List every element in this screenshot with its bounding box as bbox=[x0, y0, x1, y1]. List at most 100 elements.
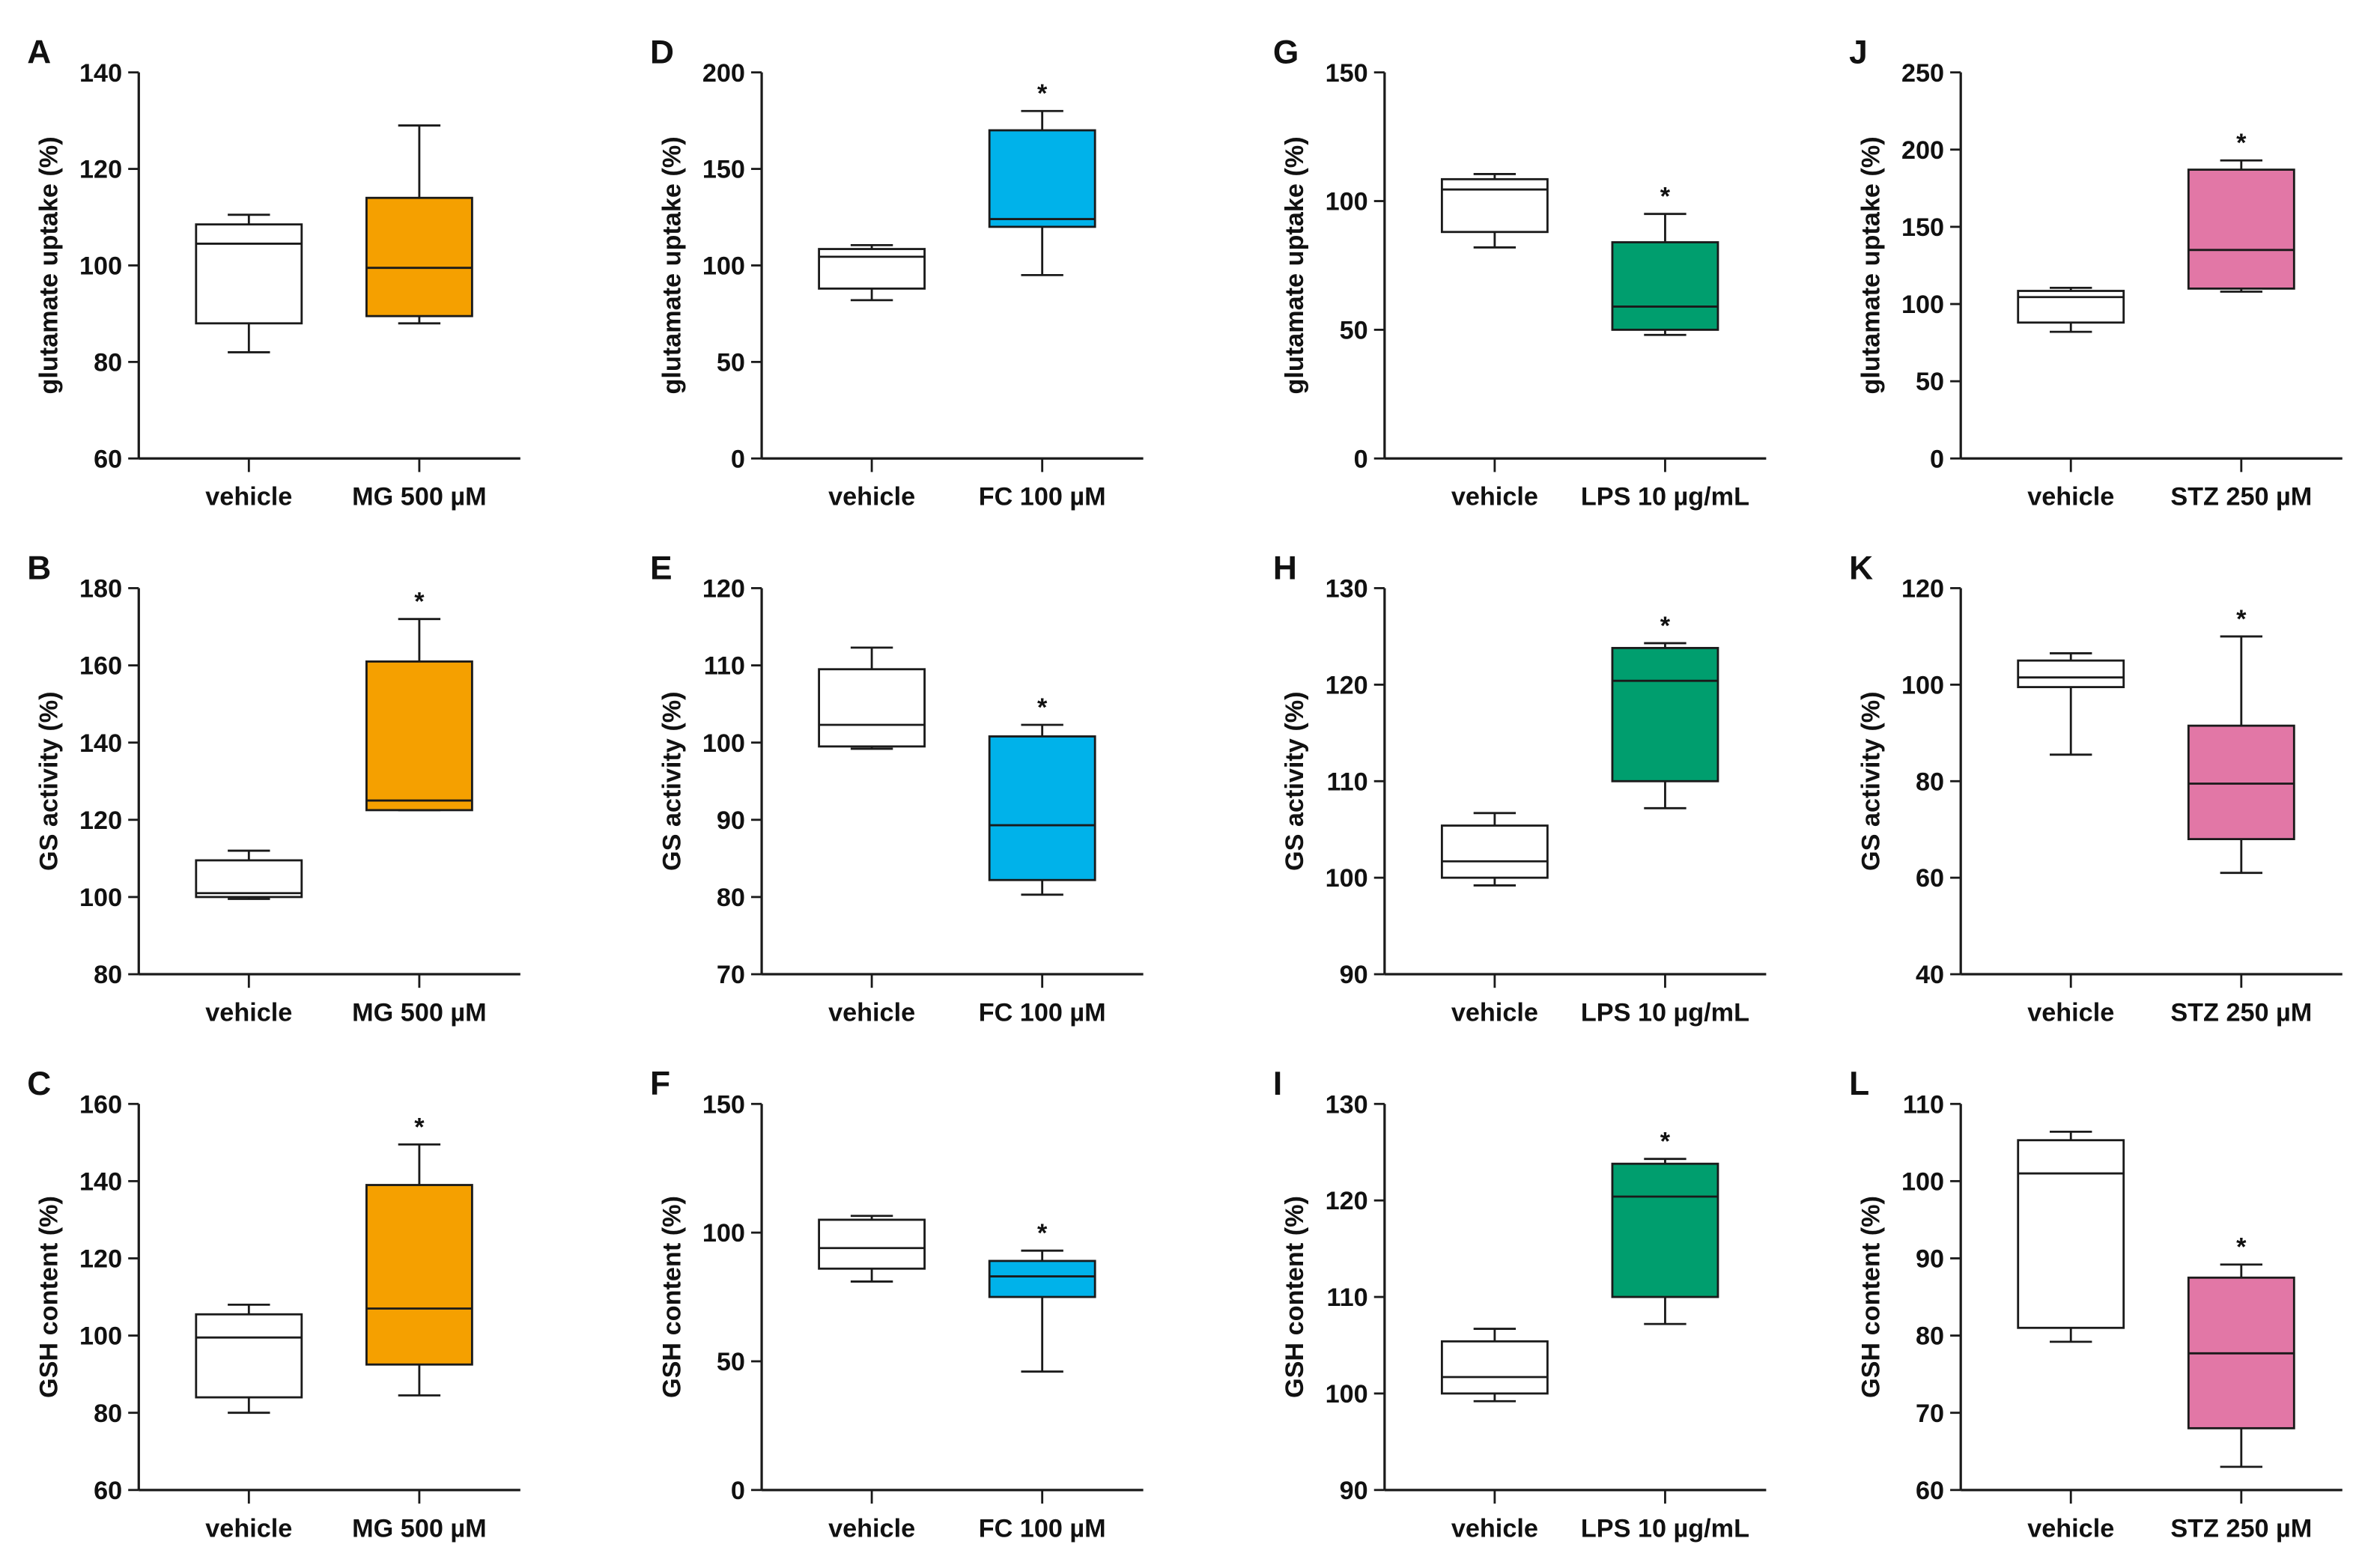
y-tick-label: 100 bbox=[1326, 188, 1368, 216]
x-tick-label: LPS 10 µg/mL bbox=[1581, 1514, 1749, 1543]
y-tick-label: 150 bbox=[702, 1090, 745, 1119]
y-tick-label: 200 bbox=[1901, 136, 1944, 165]
significance-star: * bbox=[2236, 1233, 2247, 1262]
y-axis-label: glutamate uptake (%) bbox=[35, 136, 64, 394]
panel-letter: L bbox=[1849, 1066, 1869, 1102]
box-treatment bbox=[988, 129, 1096, 228]
significance-star: * bbox=[1660, 1128, 1671, 1156]
panel-b: B GS activity (%) 80 100 120 140 160 180 vehicle… bbox=[27, 550, 520, 1027]
x-tick-label: FC 100 µM bbox=[979, 483, 1106, 511]
x-tick-label: FC 100 µM bbox=[979, 1514, 1106, 1543]
significance-star: * bbox=[414, 1113, 425, 1141]
x-tick-label: MG 500 µM bbox=[352, 998, 486, 1027]
y-tick-label: 50 bbox=[1340, 316, 1368, 344]
y-tick-label: 60 bbox=[1916, 864, 1944, 893]
y-tick-label: 50 bbox=[717, 1348, 745, 1376]
significance-star: * bbox=[2236, 129, 2247, 157]
y-tick-label: 100 bbox=[702, 252, 745, 281]
y-tick-label: 120 bbox=[1326, 671, 1368, 699]
y-tick-label: 70 bbox=[1916, 1400, 1944, 1428]
panel-letter: G bbox=[1273, 34, 1299, 71]
y-axis-label: GS activity (%) bbox=[1857, 691, 1885, 871]
y-tick-label: 100 bbox=[702, 729, 745, 758]
panel-letter: J bbox=[1849, 34, 1868, 71]
y-axis-label: GSH content (%) bbox=[658, 1196, 686, 1398]
x-tick-label: LPS 10 µg/mL bbox=[1581, 483, 1749, 511]
y-axis-label: GSH content (%) bbox=[1857, 1196, 1885, 1398]
significance-star: * bbox=[1660, 183, 1671, 211]
x-tick-label: MG 500 µM bbox=[352, 483, 486, 511]
y-tick-label: 140 bbox=[79, 729, 122, 758]
y-axis-label: glutamate uptake (%) bbox=[658, 136, 686, 394]
y-tick-label: 120 bbox=[702, 575, 745, 604]
x-tick-label: vehicle bbox=[1451, 1514, 1538, 1543]
y-tick-label: 110 bbox=[704, 652, 745, 681]
box-treatment bbox=[1611, 241, 1719, 331]
y-tick-label: 110 bbox=[1326, 768, 1367, 796]
panel-e: E GS activity (%) 70 80 90 100 110 120 vehicle FC… bbox=[650, 550, 1144, 1027]
x-tick-label: MG 500 µM bbox=[352, 1514, 486, 1543]
x-tick-label: LPS 10 µg/mL bbox=[1581, 998, 1749, 1027]
y-tick-label: 250 bbox=[1901, 59, 1944, 88]
x-tick-label: vehicle bbox=[828, 1514, 915, 1543]
panel-letter: B bbox=[27, 550, 51, 586]
panel-k: K GS activity (%) 40 60 80 100 120 vehicle STZ 2… bbox=[1849, 550, 2343, 1027]
significance-star: * bbox=[1037, 1219, 1048, 1248]
y-tick-label: 60 bbox=[94, 1477, 122, 1505]
y-tick-label: 100 bbox=[79, 1322, 122, 1351]
y-tick-label: 180 bbox=[79, 575, 122, 604]
y-tick-label: 100 bbox=[702, 1219, 745, 1248]
y-tick-label: 120 bbox=[1326, 1187, 1368, 1215]
panel-i: I GSH content (%) 90 100 110 120 130 vehicle LPS… bbox=[1273, 1066, 1767, 1543]
y-tick-label: 150 bbox=[1901, 213, 1944, 242]
y-tick-label: 80 bbox=[94, 348, 122, 377]
panel-letter: D bbox=[650, 34, 674, 71]
y-tick-label: 80 bbox=[1916, 1322, 1944, 1351]
x-tick-label: vehicle bbox=[205, 998, 292, 1027]
y-axis-label: GSH content (%) bbox=[1281, 1196, 1309, 1398]
significance-star: * bbox=[1037, 79, 1048, 108]
y-axis-label: GSH content (%) bbox=[35, 1196, 64, 1398]
y-tick-label: 100 bbox=[1326, 1380, 1368, 1409]
panel-letter: F bbox=[650, 1066, 670, 1102]
significance-star: * bbox=[1660, 612, 1671, 640]
y-tick-label: 100 bbox=[1901, 671, 1944, 699]
panel-h: H GS activity (%) 90 100 110 120 130 vehicle LPS… bbox=[1273, 550, 1767, 1027]
y-tick-label: 150 bbox=[702, 156, 745, 184]
y-tick-label: 150 bbox=[1326, 59, 1368, 88]
x-tick-label: FC 100 µM bbox=[979, 998, 1106, 1027]
box-vehicle bbox=[1440, 1340, 1549, 1395]
y-axis-label: GS activity (%) bbox=[35, 691, 64, 871]
box-treatment bbox=[365, 660, 473, 812]
y-tick-label: 110 bbox=[1903, 1090, 1944, 1119]
x-tick-label: vehicle bbox=[205, 483, 292, 511]
box-treatment bbox=[988, 1259, 1096, 1298]
y-tick-label: 120 bbox=[79, 806, 122, 835]
panel-l: L GSH content (%) 60 70 80 90 100 110 vehicle STZ… bbox=[1849, 1066, 2343, 1543]
y-tick-label: 80 bbox=[717, 884, 745, 912]
y-tick-label: 60 bbox=[94, 445, 122, 473]
y-tick-label: 120 bbox=[79, 1245, 122, 1274]
panel-letter: I bbox=[1273, 1066, 1282, 1102]
y-tick-label: 0 bbox=[1354, 445, 1368, 473]
panel-letter: A bbox=[27, 34, 51, 71]
y-tick-label: 70 bbox=[717, 961, 745, 989]
box-treatment bbox=[365, 1184, 473, 1366]
y-tick-label: 90 bbox=[1340, 1477, 1368, 1505]
panel-letter: H bbox=[1273, 550, 1297, 586]
box-vehicle bbox=[818, 668, 926, 748]
y-axis-label: GS activity (%) bbox=[658, 691, 686, 871]
x-tick-label: vehicle bbox=[828, 998, 915, 1027]
x-tick-label: STZ 250 µM bbox=[2170, 1514, 2312, 1543]
y-tick-label: 100 bbox=[1901, 1167, 1944, 1196]
y-tick-label: 130 bbox=[1326, 575, 1368, 604]
y-tick-label: 100 bbox=[1901, 291, 1944, 319]
x-tick-label: vehicle bbox=[2027, 1514, 2114, 1543]
box-vehicle bbox=[818, 1218, 926, 1270]
x-tick-label: vehicle bbox=[2027, 998, 2114, 1027]
box-vehicle bbox=[818, 248, 926, 290]
